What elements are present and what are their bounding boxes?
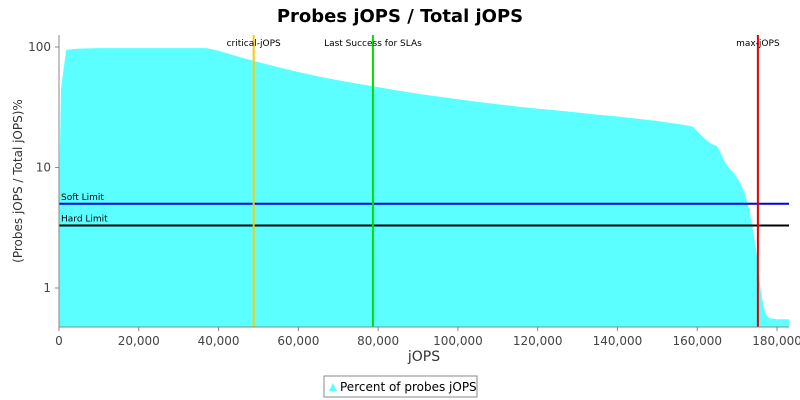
y-axis-ticks: 1 10 100	[28, 40, 59, 295]
legend-box	[323, 375, 478, 398]
marker-label-1: Last Success for SLAs	[324, 39, 422, 49]
threshold-label-1: Hard Limit	[61, 215, 108, 225]
marker-layer: critical-jOPS Last Success for SLAs max-jO…	[227, 35, 780, 327]
series-area-0	[59, 48, 789, 327]
marker-label-2: max-jOPS	[736, 39, 780, 49]
legend-entry: Percent of probes jOPS	[340, 380, 477, 394]
x-tick-label-5: 100,000	[433, 334, 483, 348]
x-tick-label-8: 160,000	[672, 334, 722, 348]
chart-title: Probes jOPS / Total jOPS	[277, 6, 523, 27]
x-tick-label-3: 60,000	[277, 334, 319, 348]
x-tick-label-4: 80,000	[357, 334, 399, 348]
y-tick-label-2: 100	[28, 40, 51, 54]
marker-label-0: critical-jOPS	[227, 39, 281, 49]
legend: Percent of probes jOPS	[323, 375, 478, 398]
y-tick-label-1: 10	[36, 161, 51, 175]
legend-swatch-icon	[329, 383, 337, 391]
x-tick-label-9: 180,000	[752, 334, 800, 348]
plot-area: Soft Limit Hard Limit critical-jOPS Last S…	[58, 35, 789, 328]
x-tick-label-0: 0	[55, 334, 63, 348]
x-tick-label-7: 140,000	[593, 334, 643, 348]
x-tick-label-2: 40,000	[198, 334, 240, 348]
y-tick-label-0: 1	[43, 281, 51, 295]
threshold-layer: Soft Limit Hard Limit	[59, 193, 789, 227]
x-axis-label: jOPS	[407, 349, 440, 365]
x-tick-label-6: 120,000	[513, 334, 563, 348]
threshold-label-0: Soft Limit	[61, 193, 104, 203]
y-axis-label: (Probes jOPS / Total jOPS)%	[11, 99, 25, 263]
x-tick-label-1: 20,000	[118, 334, 160, 348]
x-axis-ticks: 0 20,000 40,000 60,000 80,000 100,000 120,000 1…	[55, 327, 800, 348]
series-layer	[59, 48, 789, 327]
